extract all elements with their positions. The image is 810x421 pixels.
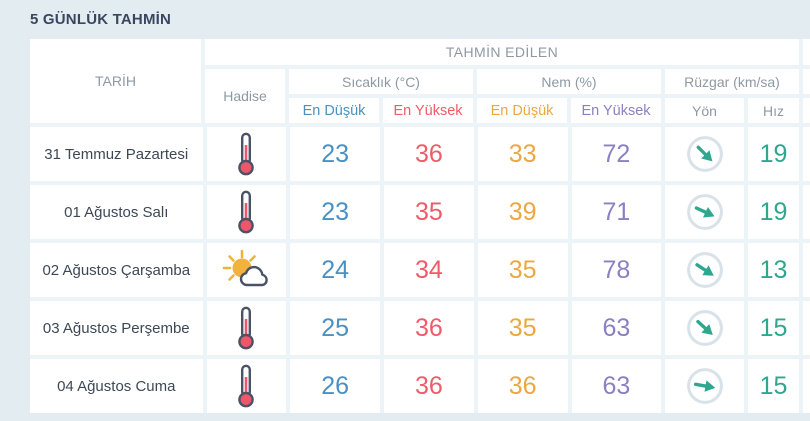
header-predicted: TAHMİN EDİLEN — [205, 39, 799, 65]
hum-min-cell: 33 — [477, 127, 568, 181]
date-cell: 03 Ağustos Perşembe — [30, 301, 203, 355]
date-cell: 04 Ağustos Cuma — [30, 359, 203, 413]
cutoff-cell — [802, 301, 810, 355]
temp-min-cell: 23 — [290, 127, 381, 181]
hum-max-cell: 72 — [571, 127, 662, 181]
hum-max-cell: 63 — [571, 359, 662, 413]
header-wind-dir: Yön — [665, 98, 744, 123]
temp-min-cell: 23 — [290, 185, 381, 239]
date-cell: 02 Ağustos Çarşamba — [30, 243, 203, 297]
wind-direction-icon — [665, 301, 745, 355]
wind-direction-icon — [665, 243, 745, 297]
cutoff-cell — [802, 359, 810, 413]
date-cell: 31 Temmuz Pazartesi — [30, 127, 203, 181]
hum-min-cell: 35 — [477, 301, 568, 355]
table-row: 03 Ağustos Perşembe 25 36 35 63 15 — [30, 301, 810, 355]
hum-min-cell: 35 — [477, 243, 568, 297]
header-temperature-group: Sıcaklık (°C) — [289, 69, 473, 94]
hum-max-cell: 63 — [571, 301, 662, 355]
temp-max-cell: 34 — [384, 243, 474, 297]
wind-direction-icon — [665, 185, 745, 239]
cutoff-cell — [802, 185, 810, 239]
thermometer-icon — [238, 306, 255, 350]
temp-max-cell: 36 — [384, 301, 474, 355]
thermometer-icon — [206, 185, 287, 239]
table-row: 04 Ağustos Cuma 26 36 36 63 15 — [30, 359, 810, 413]
header-wind-speed: Hız — [748, 98, 799, 123]
table-row: 01 Ağustos Salı 23 35 39 71 19 — [30, 185, 810, 239]
wind-speed-cell: 15 — [748, 301, 799, 355]
wind-arrow-icon — [686, 310, 723, 346]
wind-direction-icon — [665, 127, 745, 181]
thermometer-icon — [206, 301, 287, 355]
wind-arrow-icon — [686, 368, 723, 404]
wind-arrow-icon — [686, 194, 723, 230]
wind-arrow-icon — [686, 136, 723, 172]
cutoff-column-header — [803, 39, 810, 123]
header-event: Hadise — [205, 69, 285, 123]
temp-max-cell: 36 — [384, 127, 474, 181]
header-humidity-group: Nem (%) — [477, 69, 661, 94]
wind-speed-cell: 19 — [748, 127, 799, 181]
temp-min-cell: 24 — [290, 243, 381, 297]
header-wind-group: Rüzgar (km/sa) — [665, 69, 799, 94]
header-hum-min: En Düşük — [477, 98, 567, 123]
wind-direction-icon — [665, 359, 745, 413]
thermometer-icon — [206, 359, 287, 413]
thermometer-icon — [238, 190, 255, 234]
forecast-table: TARİH TAHMİN EDİLEN Hadise Sıcaklık (°C)… — [30, 39, 810, 413]
cutoff-cell — [802, 243, 810, 297]
wind-speed-cell: 19 — [748, 185, 799, 239]
hum-max-cell: 71 — [571, 185, 662, 239]
partly-cloudy-icon — [206, 243, 287, 297]
temp-min-cell: 26 — [290, 359, 381, 413]
hum-min-cell: 36 — [477, 359, 568, 413]
wind-speed-cell: 13 — [748, 243, 799, 297]
header-date: TARİH — [30, 39, 201, 123]
table-row: 02 Ağustos Çarşamba 24 34 35 78 13 — [30, 243, 810, 297]
thermometer-icon — [206, 127, 287, 181]
page-title: 5 GÜNLÜK TAHMİN — [30, 11, 172, 28]
thermometer-icon — [238, 132, 255, 176]
thermometer-icon — [238, 364, 255, 408]
temp-max-cell: 36 — [384, 359, 474, 413]
table-header: TARİH TAHMİN EDİLEN Hadise Sıcaklık (°C)… — [30, 39, 810, 123]
temp-max-cell: 35 — [384, 185, 474, 239]
temp-min-cell: 25 — [290, 301, 381, 355]
header-temp-max: En Yüksek — [383, 98, 473, 123]
partly-cloudy-icon — [223, 249, 269, 287]
table-row: 31 Temmuz Pazartesi 23 36 33 72 19 — [30, 127, 810, 181]
date-cell: 01 Ağustos Salı — [30, 185, 203, 239]
wind-speed-cell: 15 — [748, 359, 799, 413]
header-temp-min: En Düşük — [289, 98, 379, 123]
hum-max-cell: 78 — [571, 243, 662, 297]
hum-min-cell: 39 — [477, 185, 568, 239]
cutoff-cell — [802, 127, 810, 181]
header-hum-max: En Yüksek — [571, 98, 661, 123]
wind-arrow-icon — [686, 252, 723, 288]
